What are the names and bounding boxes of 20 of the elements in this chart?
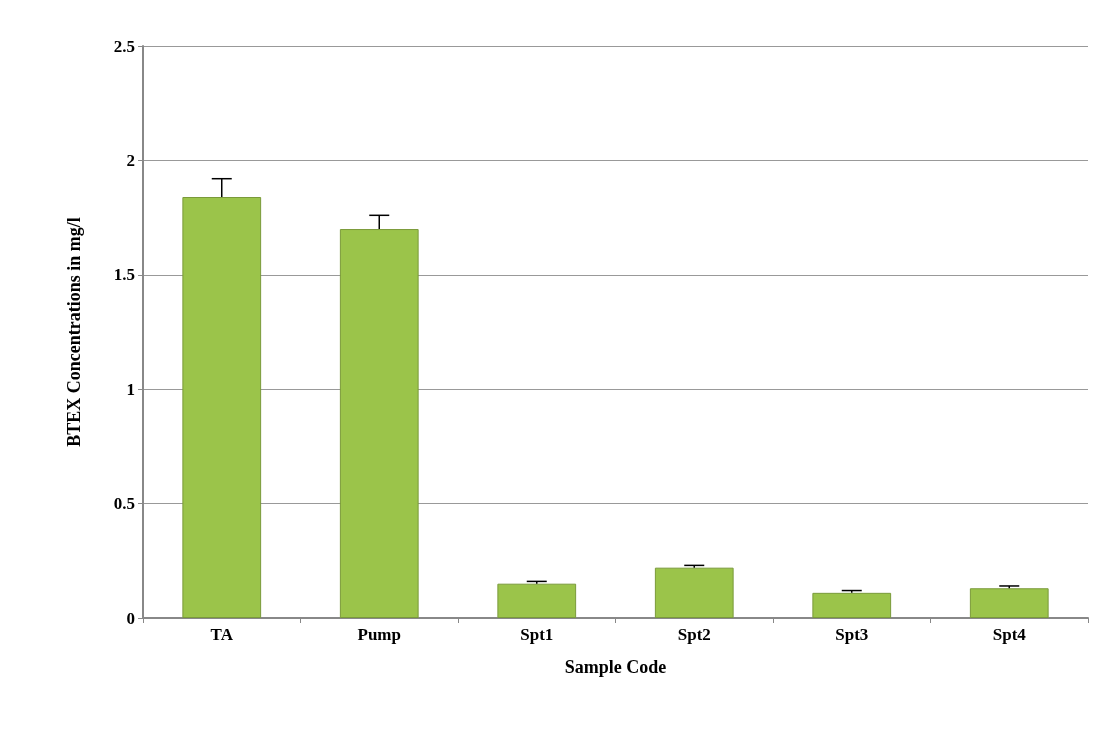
x-tick-label: Spt1 [520,625,554,644]
y-tick-label: 1.5 [113,265,135,285]
x-tick-label: Spt3 [835,625,869,644]
y-tick-label: 0 [126,608,135,628]
y-tick-label: 1 [126,379,135,399]
bar [497,583,577,618]
y-tick-label: 0.5 [113,494,135,514]
bar [969,588,1049,618]
bar [182,197,262,618]
y-axis-title: BTEX Concentrations in mg/l [64,217,84,447]
x-tick-label: Spt2 [677,625,711,644]
y-tick-label: 2 [126,150,135,170]
y-tick-label: 2.5 [113,36,135,56]
bar [654,567,734,618]
bar [812,592,892,618]
x-tick-label: Pump [357,625,401,644]
bar [339,229,419,618]
x-tick-label: TA [210,625,234,644]
x-axis-title: Sample Code [564,657,667,677]
x-tick-label: Spt4 [992,625,1027,644]
